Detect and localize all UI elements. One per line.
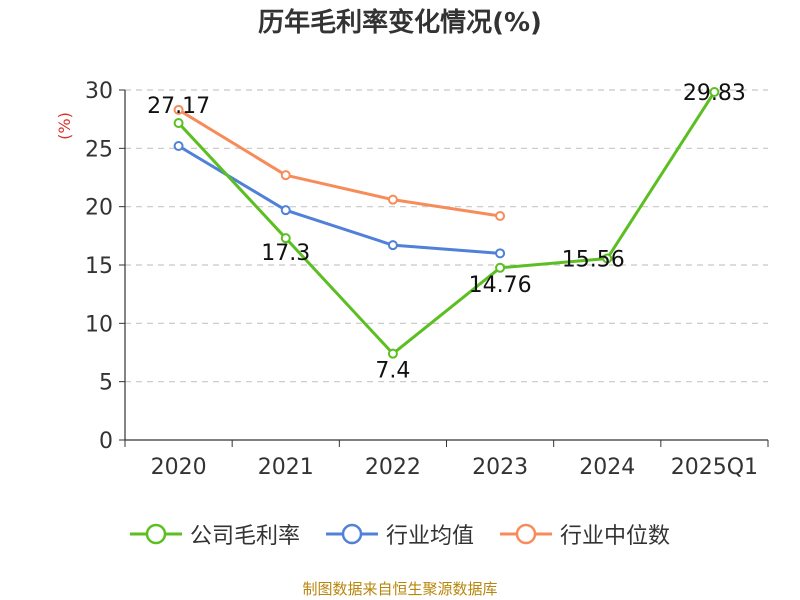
x-tick-label: 2022 xyxy=(365,455,421,480)
data-point xyxy=(280,205,291,216)
data-label: 14.76 xyxy=(469,273,532,298)
y-tick-label: 15 xyxy=(85,254,113,279)
legend-item[interactable]: 公司毛利率 xyxy=(129,518,300,550)
y-tick-label: 30 xyxy=(85,79,113,104)
x-tick-label: 2025Q1 xyxy=(671,455,758,480)
series-line xyxy=(177,91,716,356)
chart-title: 历年毛利率变化情况(%) xyxy=(258,8,542,38)
legend-marker-icon xyxy=(500,523,552,545)
data-point xyxy=(709,86,720,97)
data-point xyxy=(173,104,184,115)
data-point xyxy=(173,141,184,151)
grid-layer xyxy=(125,89,768,383)
series-layer xyxy=(173,86,720,359)
axis-layer: 0 5 10 15 20 25 30 (%) 2020 2021 2022 2023 2024 2025Q… xyxy=(55,79,769,480)
data-label: 15.56 xyxy=(562,247,625,272)
x-tick-label: 2024 xyxy=(579,455,635,480)
data-point xyxy=(173,118,184,129)
y-tick-label: 0 xyxy=(99,429,113,454)
data-label: 17.3 xyxy=(261,241,310,266)
series-line xyxy=(177,144,501,255)
data-label: 27.17 xyxy=(147,94,210,119)
x-tick-label: 2020 xyxy=(151,455,207,480)
data-point xyxy=(387,240,398,251)
data-point xyxy=(387,194,398,205)
y-tick-label: 20 xyxy=(85,196,113,221)
legend-item[interactable]: 行业均值 xyxy=(325,518,474,550)
data-point xyxy=(495,262,506,273)
label-layer: 27.17 17.3 7.4 14.76 15.56 29.83 xyxy=(147,81,746,384)
legend-item[interactable]: 行业中位数 xyxy=(500,518,670,550)
data-point xyxy=(495,248,506,259)
data-point xyxy=(387,348,398,359)
data-point xyxy=(280,170,291,181)
data-label: 7.4 xyxy=(375,359,410,384)
source-note: 制图数据来自恒生聚源数据库 xyxy=(302,580,498,598)
x-tick-label: 2023 xyxy=(472,455,528,480)
legend-label: 公司毛利率 xyxy=(189,524,300,549)
legend-label: 行业均值 xyxy=(385,524,474,549)
y-axis-label: (%) xyxy=(55,112,74,140)
data-label: 29.83 xyxy=(683,81,746,106)
legend-marker-icon xyxy=(129,523,182,545)
series-line xyxy=(177,108,501,218)
data-point xyxy=(280,233,291,244)
x-tick-label: 2021 xyxy=(258,455,314,480)
legend-label: 行业中位数 xyxy=(560,524,671,549)
legend: 公司毛利率 行业均值 行业中位数 xyxy=(0,518,800,550)
y-tick-label: 25 xyxy=(85,137,113,162)
data-point xyxy=(602,253,613,264)
data-point xyxy=(495,211,506,221)
legend-marker-icon xyxy=(325,523,378,545)
y-tick-label: 10 xyxy=(85,312,113,337)
y-tick-label: 5 xyxy=(99,371,113,396)
